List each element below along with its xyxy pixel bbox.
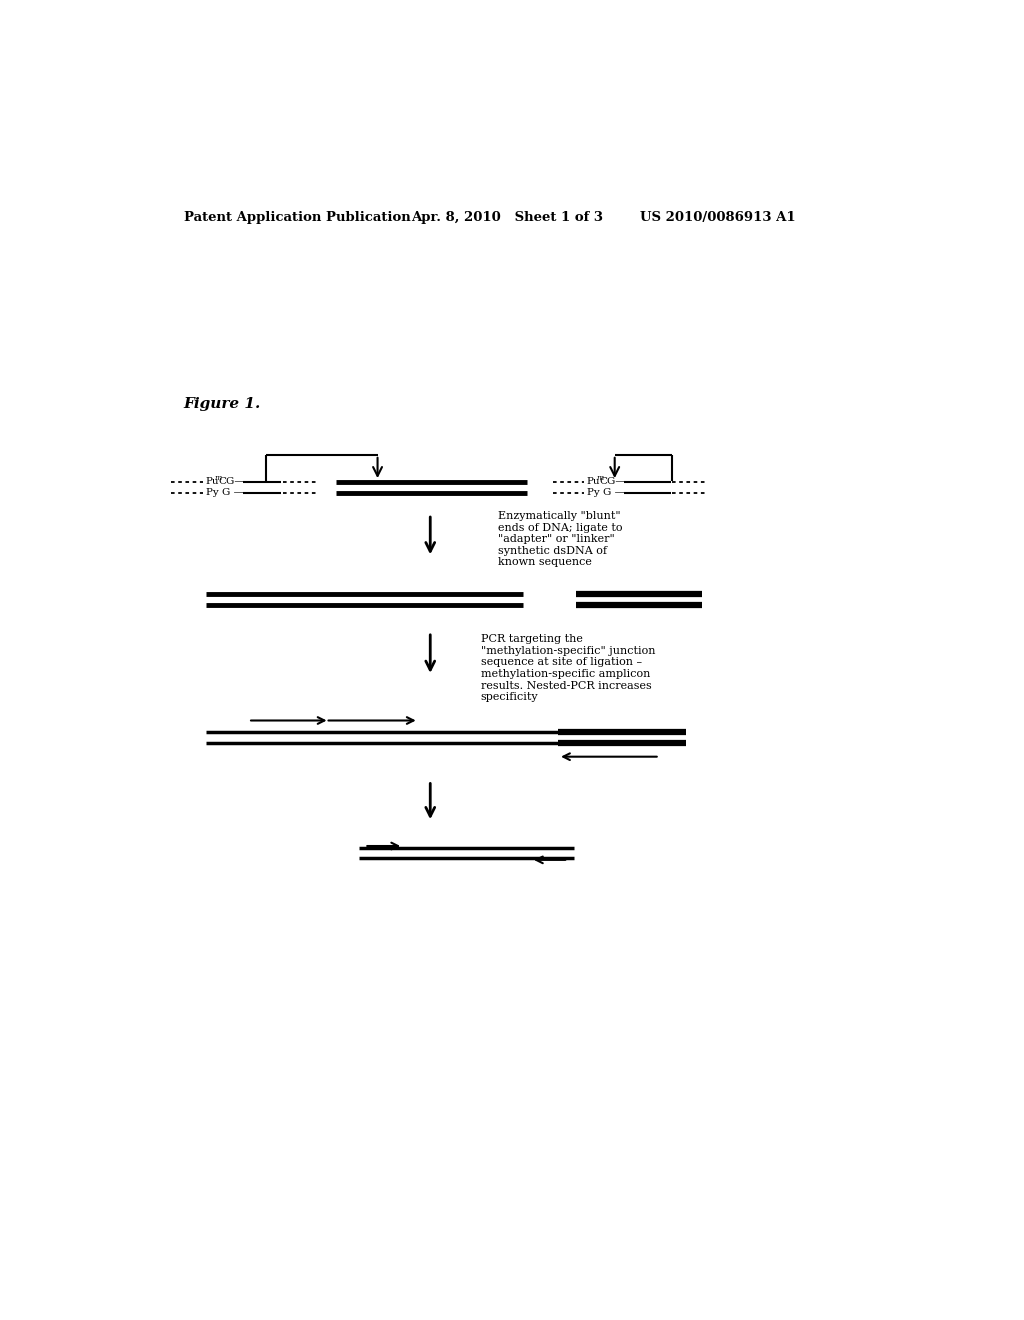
Text: Patent Application Publication: Patent Application Publication — [183, 211, 411, 224]
Text: Enzymatically "blunt"
ends of DNA; ligate to
"adapter" or "linker"
synthetic dsD: Enzymatically "blunt" ends of DNA; ligat… — [499, 511, 623, 568]
Text: Py G —: Py G — — [587, 488, 625, 498]
Text: Pu: Pu — [587, 478, 600, 486]
Text: CG—: CG— — [218, 478, 245, 486]
Text: Apr. 8, 2010   Sheet 1 of 3: Apr. 8, 2010 Sheet 1 of 3 — [411, 211, 603, 224]
Text: US 2010/0086913 A1: US 2010/0086913 A1 — [640, 211, 795, 224]
Text: CG—: CG— — [599, 478, 626, 486]
Text: Py G —: Py G — — [206, 488, 244, 498]
Text: Figure 1.: Figure 1. — [183, 397, 261, 411]
Text: m: m — [215, 474, 222, 482]
Text: m: m — [596, 474, 603, 482]
Text: Pu: Pu — [206, 478, 219, 486]
Text: PCR targeting the
"methylation-specific" junction
sequence at site of ligation –: PCR targeting the "methylation-specific"… — [480, 635, 655, 702]
